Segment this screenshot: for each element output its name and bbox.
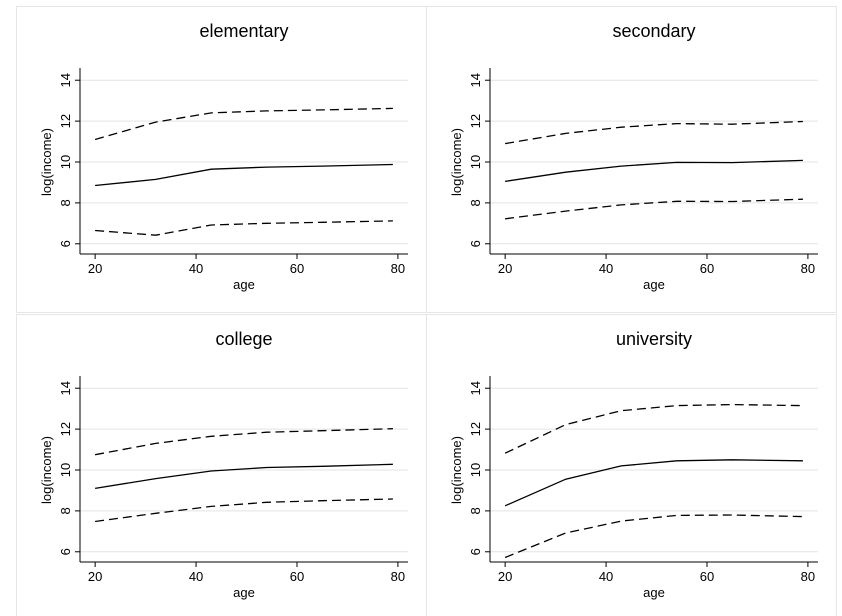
y-tick-label: 14 [468,381,483,395]
y-tick-label: 12 [58,114,73,128]
x-axis-label: age [643,585,665,600]
x-tick-label: 60 [290,261,304,276]
upper-bound-line [94,428,393,456]
panel-title: university [616,329,692,349]
panel-elementary: 6 8 10 12 14 20 40 60 80 age log(income) elementary [16,6,427,313]
panel-college: 6 8 10 12 14 20 40 60 80 age log(income) college [16,314,427,616]
estimate-line [94,463,393,490]
x-axis-label: age [643,277,665,292]
x-tick-label: 20 [88,261,102,276]
y-tick-label: 12 [468,114,483,128]
x-tick-label: 60 [700,569,714,584]
y-axis-label: log(income) [449,128,464,196]
y-tick-label: 8 [468,507,483,514]
x-axis-label: age [233,585,255,600]
y-tick-label: 10 [58,463,73,477]
y-axis-label: log(income) [449,436,464,504]
estimate-line [505,159,803,183]
x-tick-label: 20 [498,569,512,584]
y-tick-label: 14 [468,73,483,87]
panel-title: college [215,329,272,349]
y-tick-label: 14 [58,73,73,87]
y-tick-label: 6 [58,240,73,247]
panel-background [426,6,837,313]
y-tick-label: 8 [58,507,73,514]
x-tick-label: 20 [498,261,512,276]
y-tick-label: 12 [58,422,73,436]
panel-title: secondary [612,21,695,41]
x-tick-label: 40 [189,569,203,584]
x-tick-label: 80 [801,569,815,584]
x-tick-label: 40 [189,261,203,276]
y-tick-label: 10 [58,155,73,169]
x-tick-label: 60 [290,569,304,584]
panel-title: elementary [199,21,288,41]
y-tick-label: 10 [468,155,483,169]
y-tick-label: 8 [468,199,483,206]
x-tick-label: 20 [88,569,102,584]
lower-bound-line [95,498,393,523]
lower-bound-line [95,220,393,236]
y-axis-label: log(income) [39,128,54,196]
y-tick-label: 6 [58,548,73,555]
x-tick-label: 80 [391,261,405,276]
estimate-line [504,459,803,507]
x-tick-label: 60 [700,261,714,276]
panel-background [16,6,427,313]
y-tick-label: 14 [58,381,73,395]
panel-secondary: 6 8 10 12 14 20 40 60 80 age log(income) secondary [426,6,837,313]
upper-bound-line [94,107,393,141]
x-tick-label: 40 [599,261,613,276]
x-axis-label: age [233,277,255,292]
y-tick-label: 10 [468,463,483,477]
estimate-line [95,163,393,187]
lower-bound-line [505,198,803,220]
x-tick-label: 80 [391,569,405,584]
lower-bound-line [504,514,803,559]
y-axis-label: log(income) [39,436,54,504]
y-tick-label: 6 [468,548,483,555]
upper-bound-line [504,120,803,145]
x-tick-label: 40 [599,569,613,584]
x-tick-label: 80 [801,261,815,276]
y-tick-label: 8 [58,199,73,206]
y-tick-label: 6 [468,240,483,247]
panel-university: 6 8 10 12 14 20 40 60 80 age log(income) university [426,314,837,616]
y-tick-label: 12 [468,422,483,436]
